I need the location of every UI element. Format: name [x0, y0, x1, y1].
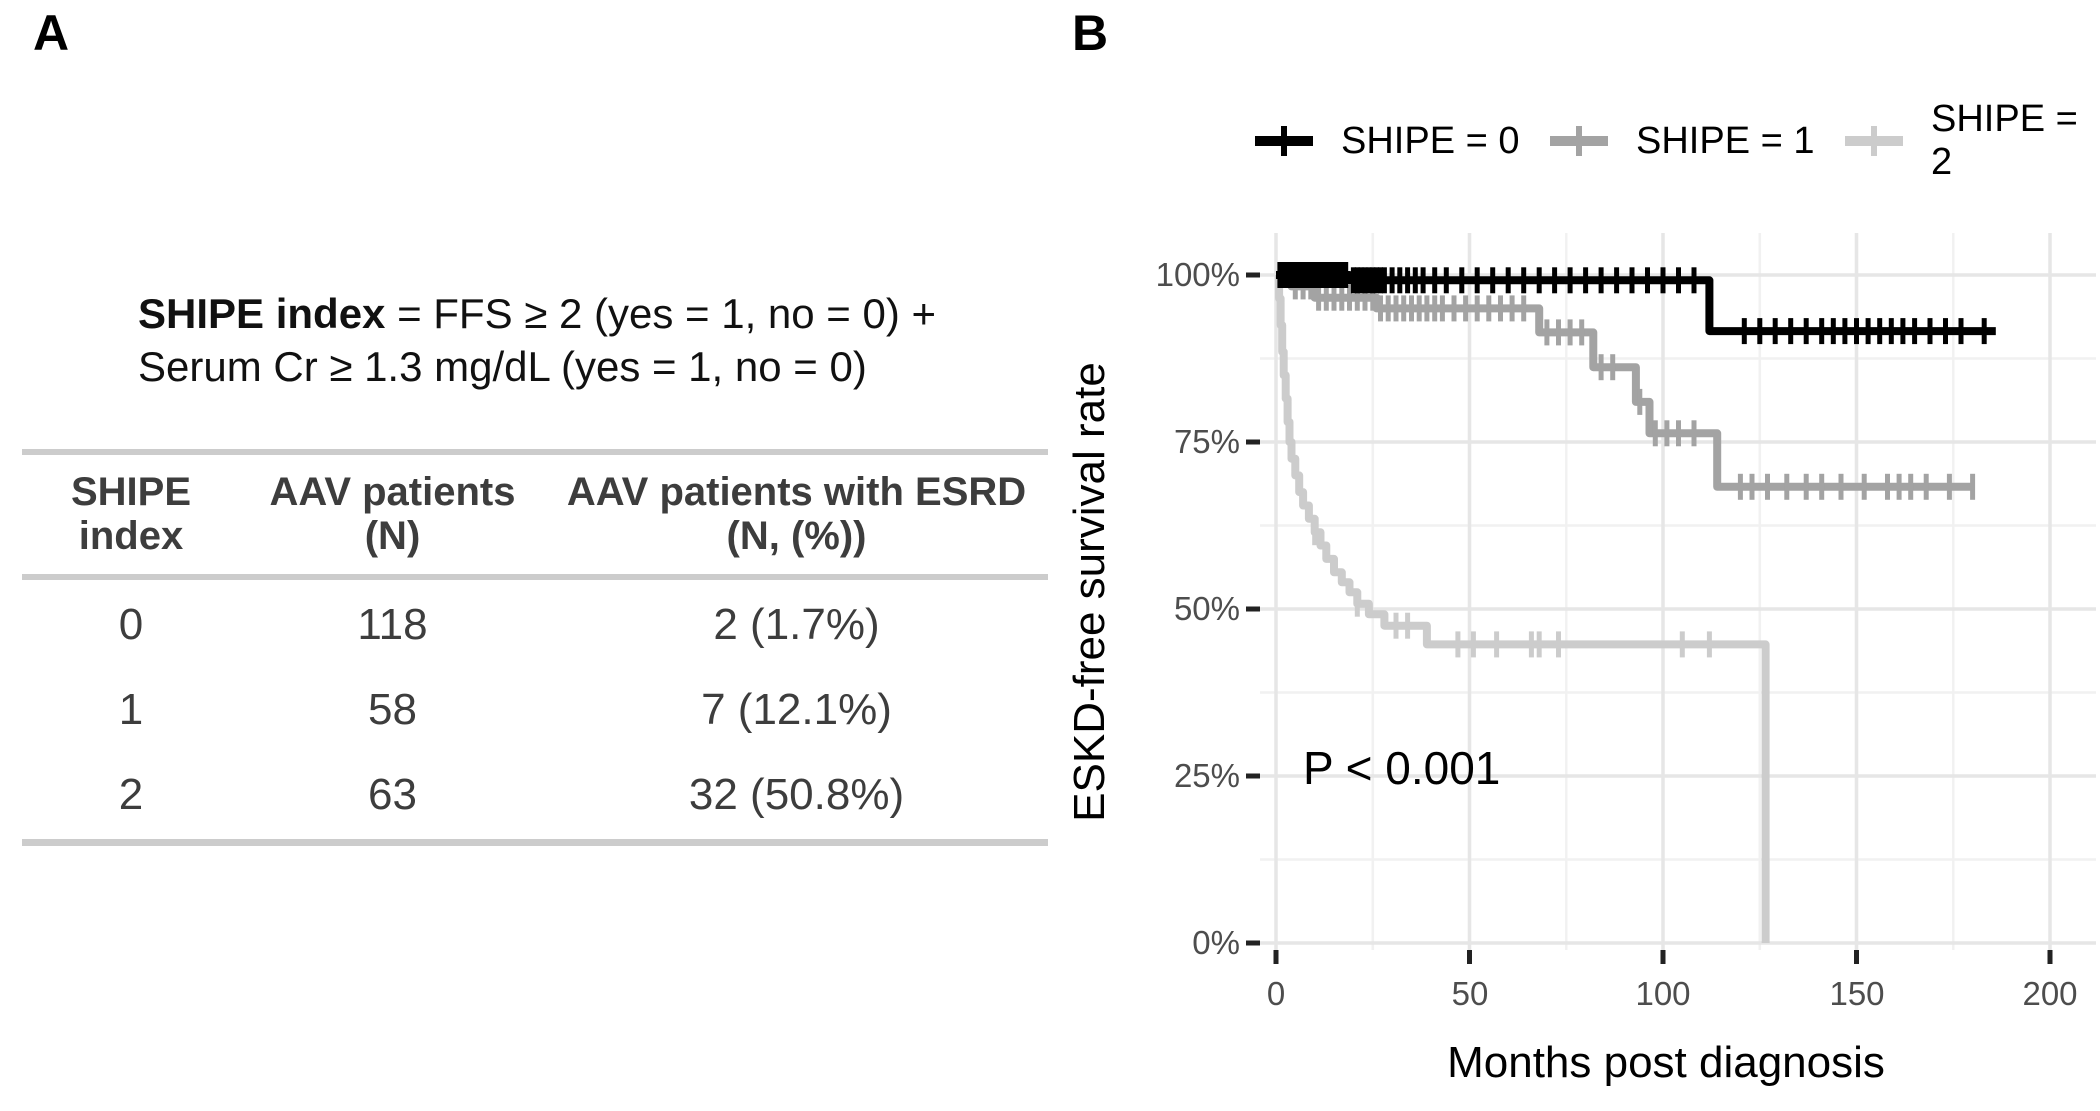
legend-key-line-icon	[1845, 121, 1903, 161]
km-curve-series-2	[1275, 271, 1770, 943]
formula-term-bold: SHIPE index	[138, 290, 386, 337]
cell-aav-patients: 58	[368, 685, 417, 734]
table-rule-top	[22, 449, 1048, 455]
y-tick-label: 25%	[1173, 757, 1240, 794]
table-header-shipe-index: SHIPE index	[22, 470, 240, 558]
header-line: AAV patients	[269, 470, 516, 514]
legend-key-line-icon	[1255, 121, 1313, 161]
cell-aav-patients: 118	[357, 600, 428, 649]
y-tick-label: 75%	[1173, 423, 1240, 460]
p-value-annotation: P < 0.001	[1303, 742, 1501, 794]
cell-shipe-index: 0	[118, 600, 144, 649]
x-tick-label: 100	[1635, 975, 1691, 1012]
header-line: AAV patients with ESRD	[566, 470, 1027, 514]
legend-item-shipe-2: SHIPE = 2	[1845, 98, 2100, 183]
header-line: (N)	[364, 514, 421, 558]
x-tick-label: 200	[2022, 975, 2078, 1012]
table-header-aav-patients: AAV patients (N)	[240, 470, 545, 558]
x-tick-label: 0	[1266, 975, 1286, 1012]
cell-shipe-index: 2	[118, 770, 144, 819]
legend-item-shipe-1: SHIPE = 1	[1550, 119, 1815, 162]
x-axis-title: Months post diagnosis	[1447, 1038, 1885, 1087]
y-tick-label: 50%	[1173, 590, 1240, 627]
panel-a-label: A	[33, 5, 70, 61]
legend-key-line-icon	[1550, 121, 1608, 161]
y-tick-label: 0%	[1192, 924, 1240, 961]
shipe-formula: SHIPE index = FFS ≥ 2 (yes = 1, no = 0) …	[138, 287, 936, 393]
panel-b-label: B	[1072, 5, 1109, 61]
x-tick-label: 150	[1829, 975, 1885, 1012]
formula-line-1: SHIPE index = FFS ≥ 2 (yes = 1, no = 0) …	[138, 287, 936, 340]
header-line: index	[78, 514, 184, 558]
table-rule-bottom	[22, 839, 1048, 846]
cell-shipe-index: 1	[118, 685, 144, 734]
cell-aav-esrd: 2 (1.7%)	[713, 600, 880, 649]
formula-line-2: Serum Cr ≥ 1.3 mg/dL (yes = 1, no = 0)	[138, 343, 867, 390]
header-line: SHIPE	[70, 470, 192, 514]
table-rule-header	[22, 574, 1048, 580]
header-line: (N, (%))	[726, 514, 867, 558]
cell-aav-esrd: 32 (50.8%)	[688, 770, 905, 819]
x-tick-label: 50	[1451, 975, 1489, 1012]
legend-label: SHIPE = 1	[1636, 119, 1815, 162]
table-header-aav-esrd: AAV patients with ESRD (N, (%))	[545, 470, 1048, 558]
y-tick-label: 100%	[1155, 256, 1240, 293]
legend-label: SHIPE = 0	[1341, 119, 1520, 162]
cell-aav-esrd: 7 (12.1%)	[701, 685, 892, 734]
formula-line-1-rest: = FFS ≥ 2 (yes = 1, no = 0) +	[385, 290, 937, 337]
legend-label: SHIPE = 2	[1931, 98, 2078, 183]
cell-aav-patients: 63	[368, 770, 417, 819]
legend-item-shipe-0: SHIPE = 0	[1255, 119, 1520, 162]
